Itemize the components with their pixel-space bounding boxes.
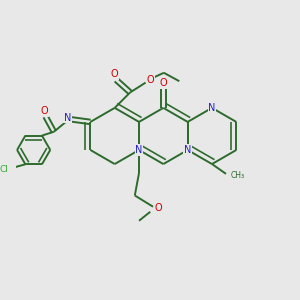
Text: O: O	[147, 75, 154, 85]
Text: O: O	[160, 78, 167, 88]
Text: N: N	[184, 145, 191, 155]
Text: Cl: Cl	[0, 165, 9, 174]
Text: O: O	[111, 69, 118, 79]
Text: N: N	[208, 103, 216, 113]
Text: N: N	[135, 145, 143, 155]
Text: O: O	[154, 203, 162, 213]
Text: O: O	[40, 106, 48, 116]
Text: CH₃: CH₃	[230, 171, 244, 180]
Text: N: N	[64, 113, 72, 123]
